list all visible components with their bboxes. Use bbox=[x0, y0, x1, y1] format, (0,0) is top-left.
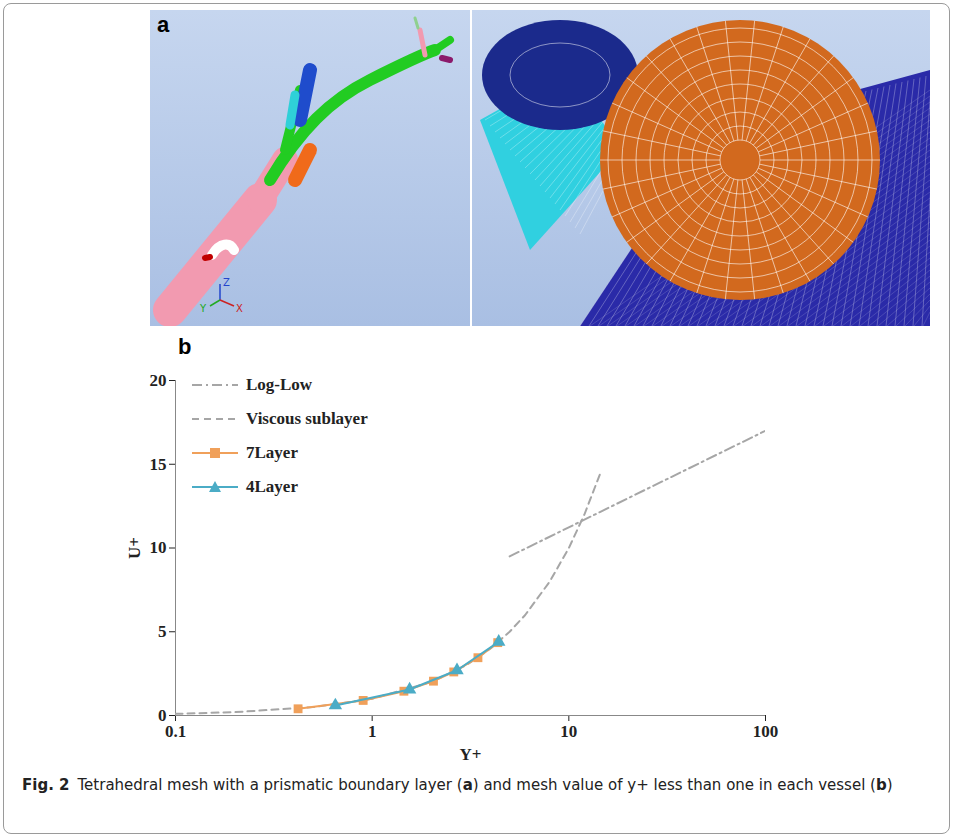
html-text:a: a bbox=[157, 12, 170, 37]
svg-text:20: 20 bbox=[150, 371, 167, 390]
svg-text:10: 10 bbox=[560, 722, 577, 741]
html-text:7Layer: 7Layer bbox=[246, 443, 298, 462]
html-text:Log-Low: Log-Low bbox=[246, 375, 313, 394]
svg-text:U+: U+ bbox=[125, 537, 144, 559]
svg-text:15: 15 bbox=[150, 455, 167, 474]
svg-text:0: 0 bbox=[158, 705, 167, 725]
svg-text:Y+: Y+ bbox=[460, 745, 482, 764]
svg-text:0.1: 0.1 bbox=[165, 722, 186, 741]
svg-text:Y: Y bbox=[199, 303, 207, 314]
svg-text:10: 10 bbox=[150, 538, 167, 557]
html-text:Fig. 2: Fig. 2 bbox=[22, 776, 70, 794]
svg-text:5: 5 bbox=[158, 622, 167, 641]
html-text:Viscous sublayer: Viscous sublayer bbox=[246, 409, 368, 428]
svg-text:1: 1 bbox=[368, 722, 377, 741]
svg-text:100: 100 bbox=[753, 722, 779, 741]
svg-text:X: X bbox=[236, 303, 243, 314]
svg-text:Z: Z bbox=[223, 277, 230, 288]
html-text:4Layer: 4Layer bbox=[246, 477, 298, 496]
html-text:Tetrahedral mesh with a prisma: Tetrahedral mesh with a prismatic bounda… bbox=[77, 776, 893, 794]
html-text:b: b bbox=[178, 334, 192, 359]
